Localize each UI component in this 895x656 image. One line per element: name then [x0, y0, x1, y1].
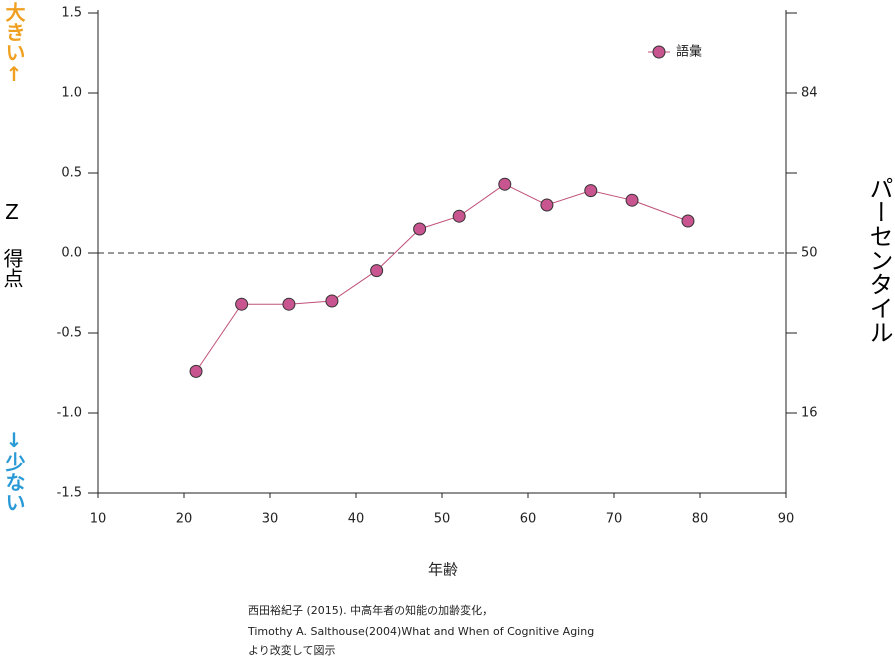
y-tick-label: 1.0 — [61, 86, 82, 101]
data-point — [282, 297, 296, 311]
y-tick-label: -0.5 — [57, 326, 82, 341]
y-tick-label: -1.0 — [57, 406, 82, 421]
caption: 西田裕紀子 (2015). 中高年者の知能の加齢変化， — [248, 603, 493, 617]
y2-tick-label: 84 — [801, 86, 818, 101]
x-tick-label: 30 — [262, 512, 279, 527]
y2-tick-label: 50 — [801, 246, 818, 261]
y-tick-label: 1.5 — [61, 6, 82, 21]
y2-tick-label: 16 — [801, 406, 818, 421]
data-point — [584, 184, 598, 198]
data-point — [235, 297, 249, 311]
y-tick-label: 0.5 — [61, 166, 82, 181]
x-tick-label: 90 — [778, 512, 795, 527]
y-axis-label: Z 得点 — [0, 200, 24, 288]
caption: より改変して図示 — [248, 643, 335, 656]
caption: Timothy A. Salthouse(2004)What and When … — [247, 625, 594, 638]
y2-axis-label: パーセンタイル — [865, 176, 893, 344]
data-point — [498, 177, 512, 191]
data-point — [540, 198, 554, 212]
y-tick-label: -1.5 — [57, 486, 82, 501]
x-tick-label: 60 — [520, 512, 537, 527]
x-tick-label: 20 — [176, 512, 193, 527]
data-point — [452, 209, 466, 223]
x-tick-label: 50 — [434, 512, 451, 527]
x-axis-label: 年齢 — [428, 561, 458, 579]
data-point — [413, 222, 427, 236]
data-point — [189, 364, 203, 378]
y-tick-label: 0.0 — [61, 246, 82, 261]
data-point — [325, 294, 339, 308]
data-point — [681, 214, 695, 228]
legend-label: 語彙 — [676, 44, 702, 60]
legend-marker — [652, 45, 666, 59]
data-point — [370, 264, 384, 278]
x-tick-label: 80 — [692, 512, 709, 527]
x-tick-label: 70 — [606, 512, 623, 527]
series-line — [195, 183, 689, 372]
data-point — [625, 193, 639, 207]
y-top-label: 大きい↑ — [2, 2, 26, 86]
x-tick-label: 40 — [348, 512, 365, 527]
x-tick-label: 10 — [90, 512, 107, 527]
y-bottom-label: ↓少ない — [2, 428, 26, 512]
